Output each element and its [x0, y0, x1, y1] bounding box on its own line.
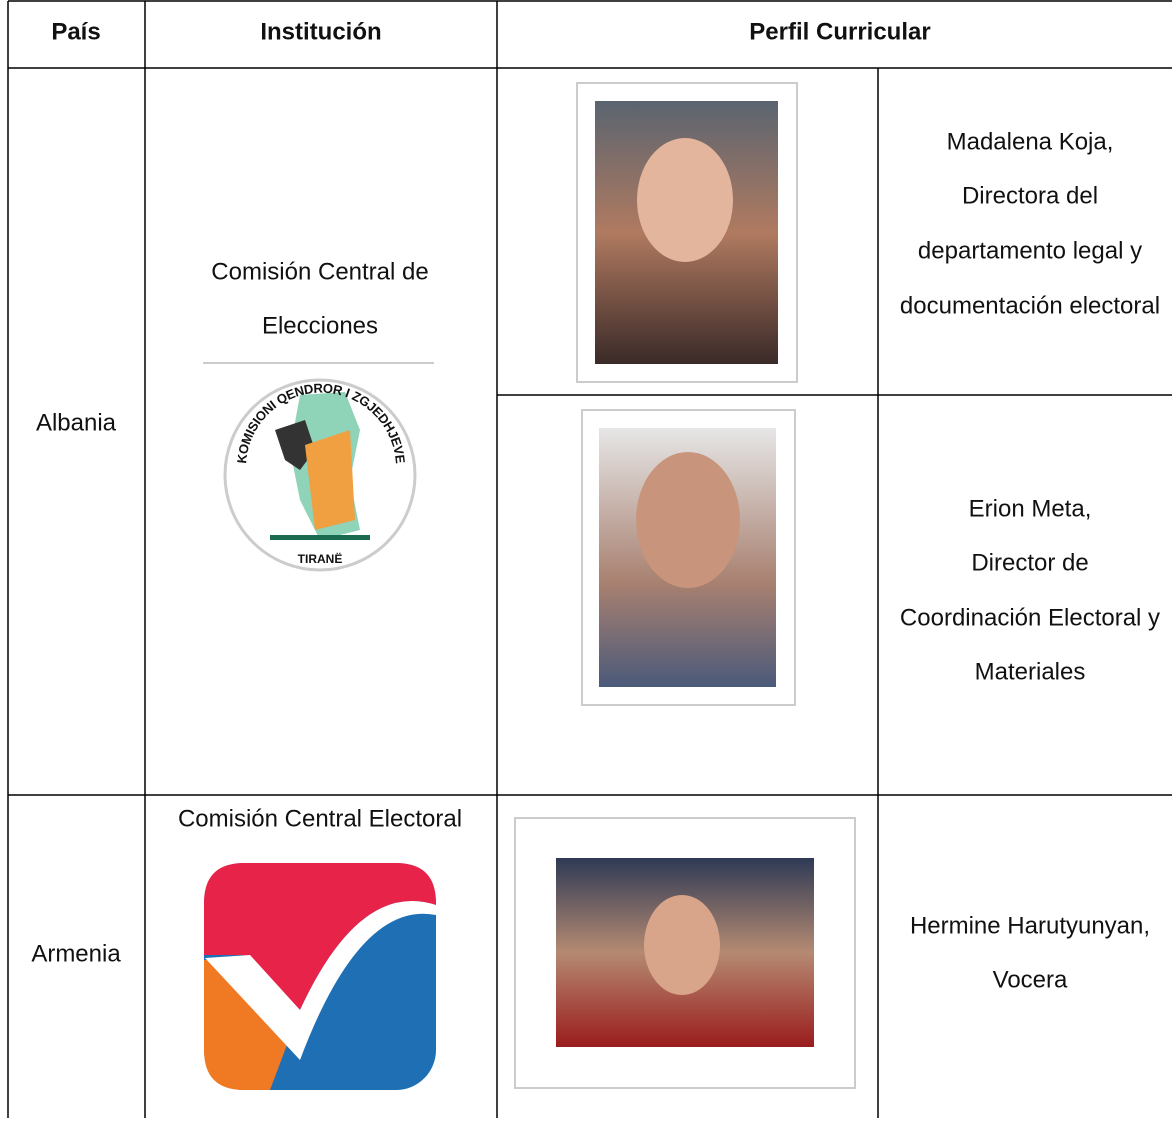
header-cell: Institución — [260, 18, 381, 45]
profile-line: Director de — [971, 549, 1088, 576]
profile-line: Vocera — [993, 966, 1068, 993]
institution-name: Comisión Central Electoral — [178, 805, 462, 832]
header-cell: País — [51, 18, 100, 45]
profile-line: Materiales — [975, 658, 1086, 685]
profile-line: Erion Meta, — [969, 495, 1092, 522]
profile-line: Hermine Harutyunyan, — [910, 912, 1150, 939]
profile-line: Directora del — [962, 182, 1098, 209]
country: Albania — [36, 409, 117, 436]
profile-line: departamento legal y — [918, 237, 1142, 264]
institution-name: Comisión Central de — [211, 258, 428, 285]
photo — [514, 817, 856, 1089]
profile-line: Madalena Koja, — [947, 128, 1114, 155]
photo — [576, 82, 798, 383]
table-rules — [7, 0, 1172, 1118]
logo-cqe: KOMISIONI QENDROR I ZGJEDHJEVE TIRANË — [223, 378, 417, 572]
profile-line: Coordinación Electoral y — [900, 604, 1160, 631]
profile-line: documentación electoral — [900, 292, 1160, 319]
institution-name: Elecciones — [262, 312, 378, 339]
logo-text: TIRANË — [298, 551, 343, 566]
header-cell: Perfil Curricular — [749, 18, 930, 45]
photo — [581, 409, 796, 706]
country: Armenia — [31, 940, 121, 967]
logo-cec — [204, 863, 436, 1090]
